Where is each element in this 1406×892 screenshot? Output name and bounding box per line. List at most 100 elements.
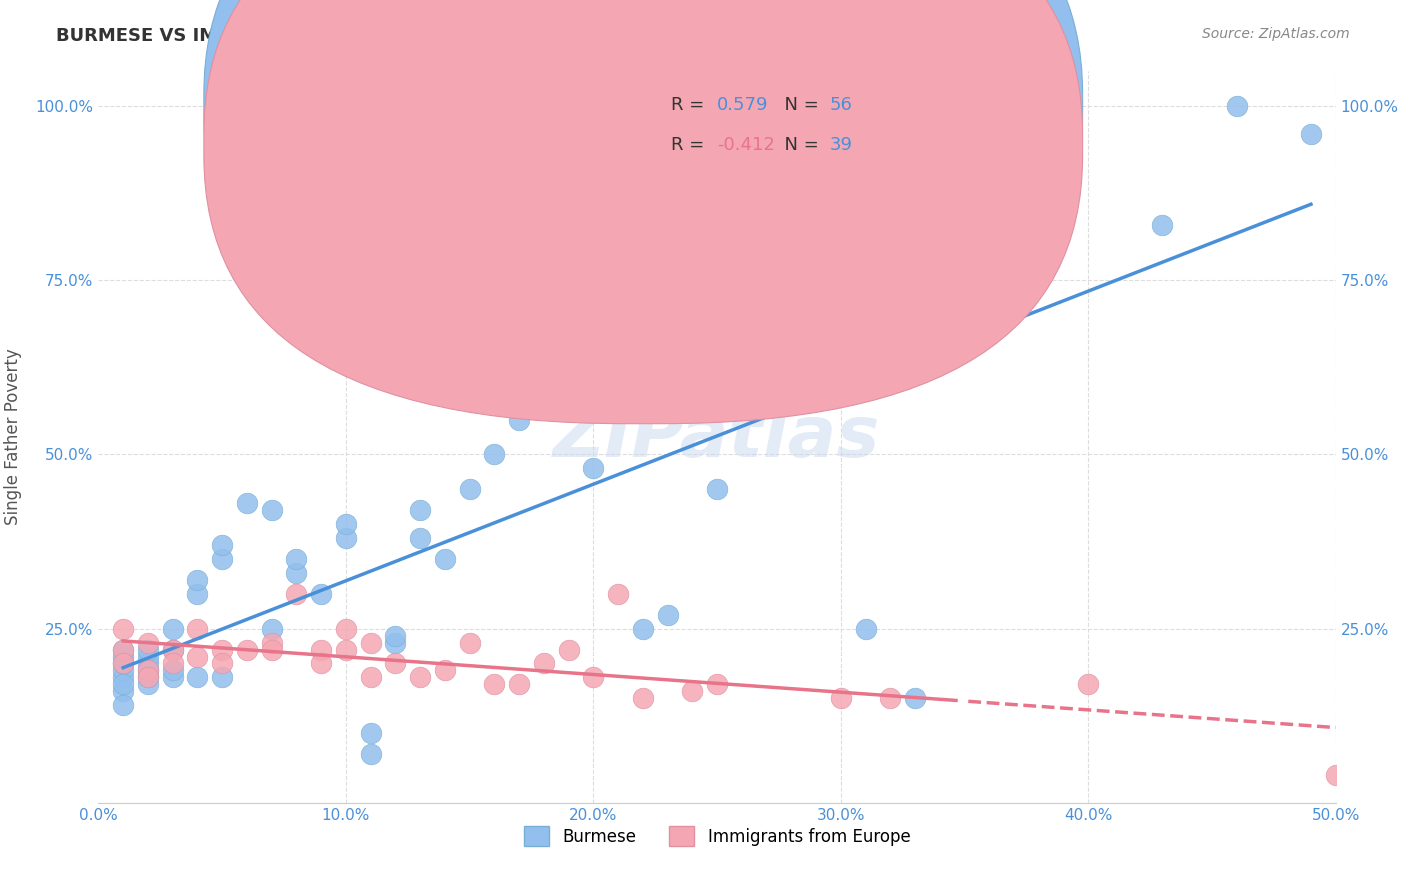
Point <box>211 642 233 657</box>
Point <box>335 642 357 657</box>
Point <box>136 657 159 671</box>
Point <box>162 622 184 636</box>
Point <box>112 684 135 698</box>
Point <box>112 677 135 691</box>
Text: R =: R = <box>671 136 710 154</box>
Point <box>112 670 135 684</box>
Point <box>557 308 579 322</box>
Point <box>285 587 308 601</box>
Point <box>879 691 901 706</box>
Point <box>830 691 852 706</box>
Point <box>557 642 579 657</box>
Point <box>112 642 135 657</box>
Text: Source: ZipAtlas.com: Source: ZipAtlas.com <box>1202 27 1350 41</box>
Point <box>755 364 778 378</box>
Point <box>335 517 357 532</box>
Point <box>285 566 308 580</box>
Point <box>112 657 135 671</box>
Point <box>360 726 382 740</box>
Point <box>484 677 506 691</box>
Point <box>236 642 259 657</box>
Point <box>136 642 159 657</box>
Point <box>260 642 283 657</box>
Point <box>384 635 406 649</box>
Text: 39: 39 <box>830 136 852 154</box>
Point <box>260 622 283 636</box>
Point <box>384 629 406 643</box>
Point <box>186 622 208 636</box>
Point <box>260 503 283 517</box>
Point <box>136 670 159 684</box>
Point <box>1299 127 1322 141</box>
Point <box>904 691 927 706</box>
Point <box>186 670 208 684</box>
Point <box>186 587 208 601</box>
Point <box>409 503 432 517</box>
Point <box>162 642 184 657</box>
Point <box>533 657 555 671</box>
Point <box>681 684 703 698</box>
Point <box>211 657 233 671</box>
Text: -0.412: -0.412 <box>717 136 775 154</box>
Point <box>162 664 184 678</box>
Point <box>112 664 135 678</box>
Point <box>186 573 208 587</box>
Point <box>162 670 184 684</box>
Text: 0.579: 0.579 <box>717 96 769 114</box>
Point <box>136 670 159 684</box>
Point <box>458 635 481 649</box>
Point <box>508 677 530 691</box>
Point <box>335 622 357 636</box>
Point <box>309 642 332 657</box>
Point <box>112 649 135 664</box>
Point <box>335 531 357 545</box>
Point <box>136 664 159 678</box>
Point <box>112 657 135 671</box>
Point <box>112 622 135 636</box>
Point <box>285 552 308 566</box>
Point <box>409 670 432 684</box>
Point <box>458 483 481 497</box>
Point <box>1077 677 1099 691</box>
Point <box>384 657 406 671</box>
Point <box>1226 99 1249 113</box>
Point <box>112 642 135 657</box>
Point <box>533 357 555 371</box>
Point <box>236 496 259 510</box>
Text: N =: N = <box>773 136 825 154</box>
Point <box>657 607 679 622</box>
Point <box>136 677 159 691</box>
Point <box>186 649 208 664</box>
Point <box>855 622 877 636</box>
Point <box>706 483 728 497</box>
Point <box>211 552 233 566</box>
Point <box>1002 218 1025 232</box>
Text: R =: R = <box>671 96 710 114</box>
Point <box>631 691 654 706</box>
Point <box>136 649 159 664</box>
Point <box>360 747 382 761</box>
Point <box>607 587 630 601</box>
Legend: Burmese, Immigrants from Europe: Burmese, Immigrants from Europe <box>517 820 917 853</box>
Point <box>360 635 382 649</box>
Point <box>112 698 135 713</box>
Point <box>360 670 382 684</box>
Point <box>706 677 728 691</box>
Point <box>260 635 283 649</box>
Text: N =: N = <box>773 96 825 114</box>
Point <box>136 664 159 678</box>
Point <box>582 670 605 684</box>
Point <box>508 412 530 426</box>
Point <box>1324 768 1347 782</box>
Point <box>309 657 332 671</box>
Point <box>211 538 233 552</box>
Text: BURMESE VS IMMIGRANTS FROM EUROPE SINGLE FATHER POVERTY CORRELATION CHART: BURMESE VS IMMIGRANTS FROM EUROPE SINGLE… <box>56 27 959 45</box>
Text: 56: 56 <box>830 96 852 114</box>
Point <box>484 448 506 462</box>
Point <box>162 642 184 657</box>
Point <box>309 587 332 601</box>
Point <box>928 218 950 232</box>
Point <box>409 531 432 545</box>
Point <box>631 622 654 636</box>
Point <box>433 664 456 678</box>
